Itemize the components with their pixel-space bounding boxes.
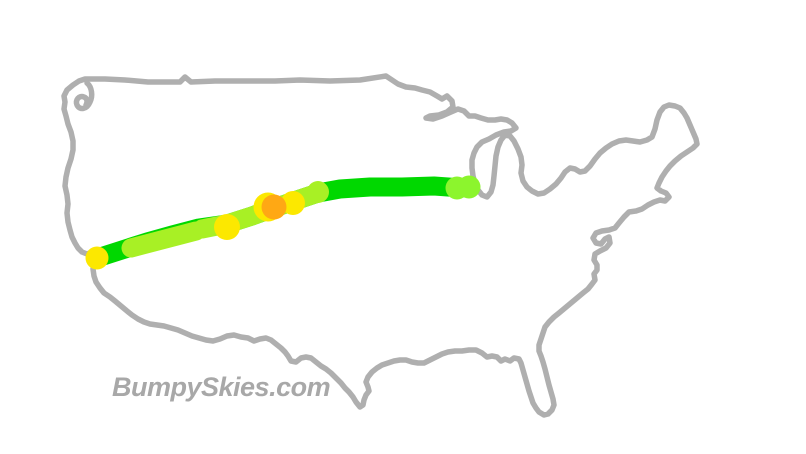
route-origin-marker	[85, 246, 109, 270]
puget-sound-squiggle	[73, 80, 95, 112]
route-waypoint-marker	[214, 214, 240, 240]
us-map-outline	[61, 73, 700, 418]
route-waypoint-marker	[261, 194, 287, 220]
route-waypoint-marker	[281, 191, 305, 215]
route-overlay-segment	[121, 221, 206, 258]
us-outline-border	[61, 73, 700, 418]
flight-route	[85, 175, 481, 270]
watermark-text: BumpySkies.com	[112, 372, 330, 402]
route-destination-marker	[457, 175, 481, 199]
route-waypoint-marker	[307, 181, 329, 203]
